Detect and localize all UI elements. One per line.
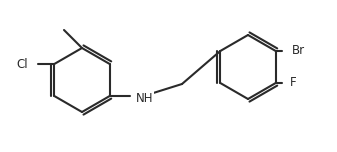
Text: NH: NH (136, 92, 153, 105)
Text: Cl: Cl (17, 57, 28, 71)
Text: Br: Br (292, 45, 305, 57)
Text: F: F (290, 76, 296, 90)
